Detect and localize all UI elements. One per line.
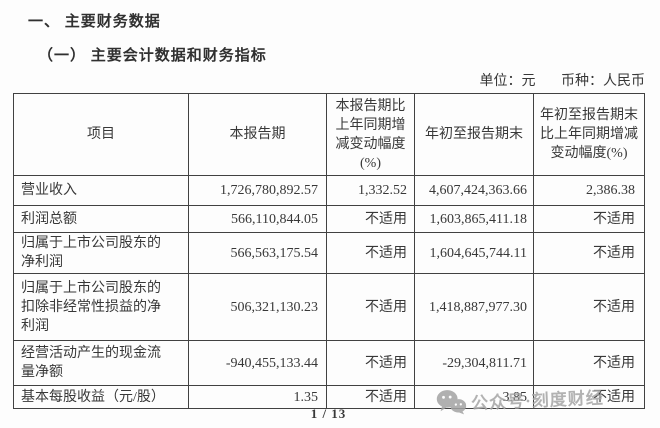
unit-label: 单位：元 [479, 74, 536, 89]
section-title: 一、 主要财务数据 [28, 14, 161, 30]
table-header-cell-current-period: 本报告期 [188, 93, 327, 176]
table-cell: 利润总额 [13, 205, 189, 233]
table-cell: 归属于上市公司股东的净利润 [13, 232, 189, 274]
table-cell: 1,604,645,744.11 [414, 232, 534, 274]
table-cell: 不适用 [533, 205, 645, 233]
table-cell: 基本每股收益（元/股） [13, 385, 189, 409]
table-cell: 1,603,865,411.18 [414, 205, 534, 233]
table-cell: 经营活动产生的现金流量净额 [13, 340, 189, 386]
table-header-cell-ytd: 年初至报告期末 [414, 93, 534, 176]
table-row-basic-eps: 基本每股收益（元/股） 1.35 不适用 3.85 不适用 [13, 385, 645, 409]
table-cell: 506,321,130.23 [188, 273, 327, 341]
table-cell: 2,386.38 [533, 175, 645, 206]
table-header-cell-item: 项目 [13, 93, 189, 176]
table-cell: 1.35 [188, 385, 327, 409]
page-number: 1 / 13 [310, 406, 347, 421]
table-cell: 不适用 [326, 273, 415, 341]
table-cell: 1,418,887,977.30 [414, 273, 534, 341]
table-cell: 不适用 [533, 232, 645, 274]
table-cell: 不适用 [533, 273, 645, 341]
table-cell: 1,726,780,892.57 [188, 175, 327, 206]
table-cell: 不适用 [326, 205, 415, 233]
table-cell: 不适用 [326, 232, 415, 274]
table-header-cell-period-change: 本报告期比上年同期增减变动幅度(%) [326, 93, 415, 176]
table-cell: 4,607,424,363.66 [414, 175, 534, 206]
table-row-revenue: 营业收入 1,726,780,892.57 1,332.52 4,607,424… [13, 175, 645, 206]
table-cell: 归属于上市公司股东的扣除非经常性损益的净利润 [13, 273, 189, 341]
unit-currency-note: 单位：元 币种：人民币 [480, 70, 646, 90]
table-cell: -29,304,811.71 [414, 340, 534, 386]
subsection-title: （一） 主要会计数据和财务指标 [38, 48, 267, 64]
table-header-cell-ytd-change: 年初至报告期末比上年同期增减变动幅度(%) [533, 93, 645, 176]
table-cell: 营业收入 [13, 175, 189, 206]
table-header-row: 项目 本报告期 本报告期比上年同期增减变动幅度(%) 年初至报告期末 年初至报告… [13, 93, 645, 176]
table-cell: 566,110,844.05 [188, 205, 327, 233]
table-cell: -940,455,133.44 [188, 340, 327, 386]
table-row-net-profit-excl-nonrecurring: 归属于上市公司股东的扣除非经常性损益的净利润 506,321,130.23 不适… [13, 273, 645, 341]
table-cell: 1,332.52 [326, 175, 415, 206]
table-row-net-profit: 归属于上市公司股东的净利润 566,563,175.54 不适用 1,604,6… [13, 232, 645, 274]
table-cell: 3.85 [414, 385, 534, 409]
table-cell: 不适用 [533, 385, 645, 409]
table-row-operating-cash-flow: 经营活动产生的现金流量净额 -940,455,133.44 不适用 -29,30… [13, 340, 645, 386]
table-row-total-profit: 利润总额 566,110,844.05 不适用 1,603,865,411.18… [13, 205, 645, 233]
currency-label: 币种：人民币 [561, 74, 645, 89]
table-cell: 不适用 [533, 340, 645, 386]
table-cell: 566,563,175.54 [188, 232, 327, 274]
financial-table: 项目 本报告期 本报告期比上年同期增减变动幅度(%) 年初至报告期末 年初至报告… [13, 93, 645, 409]
table-cell: 不适用 [326, 340, 415, 386]
